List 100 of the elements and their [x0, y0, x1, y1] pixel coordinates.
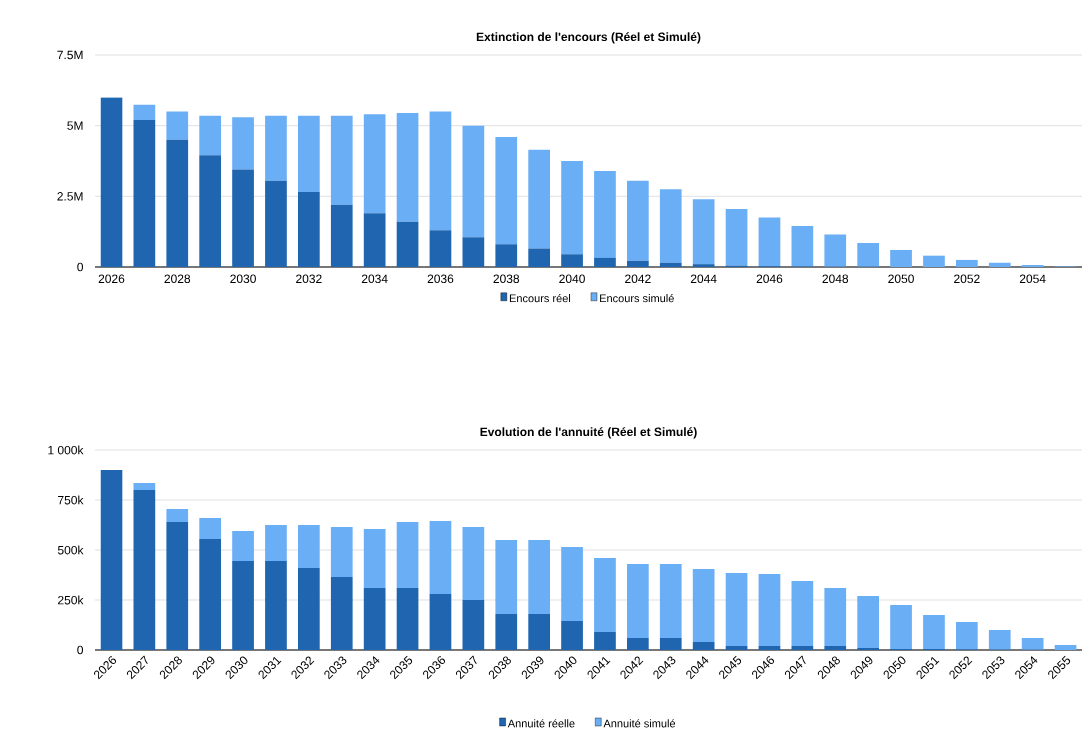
bar [627, 180, 649, 261]
bar [988, 262, 1011, 267]
bar [627, 563, 649, 638]
y-tick-label: 2.5M [57, 192, 83, 201]
bar [133, 104, 156, 121]
bar [495, 244, 518, 267]
bar [758, 217, 781, 267]
bar [100, 97, 123, 267]
x-tick-label: 2034 [361, 274, 388, 284]
bar [659, 637, 682, 650]
bar [429, 230, 452, 267]
bar [561, 254, 583, 267]
bar [199, 155, 222, 267]
bar [659, 563, 682, 638]
bar [495, 539, 518, 614]
y-tick-label: 0 [77, 262, 84, 272]
bar [561, 620, 583, 650]
x-tick-label: 2032 [296, 274, 322, 284]
bar [298, 115, 320, 193]
y-tick-label: 250k [58, 595, 84, 605]
bar [594, 257, 616, 267]
bar [791, 580, 814, 646]
bar [232, 117, 254, 170]
y-tick-label: 750k [58, 495, 84, 505]
bar [265, 560, 287, 650]
chart-title: Evolution de l'annuité (Réel et Simulé) [480, 427, 697, 439]
bar [955, 259, 978, 267]
bar [232, 560, 254, 650]
bar [824, 234, 847, 267]
bar [725, 209, 748, 266]
x-tick-label: 2046 [756, 274, 783, 284]
x-tick-label: 2040 [559, 274, 585, 284]
bar [199, 538, 222, 650]
bar [166, 508, 189, 522]
bar [429, 593, 452, 650]
bar [166, 111, 189, 140]
bar [298, 524, 320, 568]
bar [758, 645, 781, 650]
x-tick-label: 2038 [493, 274, 520, 284]
bar [330, 526, 353, 577]
bar [265, 180, 287, 267]
bar [265, 115, 287, 181]
bar [199, 115, 222, 156]
bar [166, 521, 189, 650]
bar [528, 539, 551, 614]
bar [462, 125, 485, 238]
bar [462, 599, 485, 650]
y-tick-label: 500k [57, 545, 84, 555]
bar [1021, 637, 1044, 650]
bar [923, 614, 945, 649]
bar [495, 613, 518, 650]
bar [594, 170, 616, 258]
bar [857, 595, 880, 648]
bar [330, 576, 353, 650]
legend-label: Encours réel [509, 293, 571, 303]
bar [824, 645, 847, 650]
y-tick-label: 1 000k [48, 445, 84, 455]
bar [955, 621, 978, 650]
bar [725, 645, 748, 650]
legend-label: Annuité simulé [603, 719, 676, 728]
y-tick-label: 5M [67, 121, 83, 130]
bar [890, 604, 912, 649]
bar [857, 242, 880, 267]
bar [561, 546, 583, 621]
bar [528, 613, 551, 650]
bar [298, 192, 320, 267]
x-tick-label: 2028 [164, 274, 191, 284]
bar [1054, 644, 1077, 650]
legend-label: Encours simulé [600, 293, 674, 303]
y-tick-label: 7.5M [57, 50, 83, 60]
bar [330, 204, 353, 267]
bar [692, 264, 715, 267]
bar [495, 136, 518, 245]
bar [659, 189, 682, 263]
bar [758, 573, 781, 646]
x-tick-label: 2030 [230, 274, 256, 284]
bar [791, 645, 814, 650]
bar [166, 139, 189, 267]
bar [692, 568, 715, 642]
bar [561, 160, 583, 255]
bar [363, 213, 386, 267]
x-tick-label: 2042 [625, 274, 651, 284]
bar [232, 169, 254, 267]
legend-label: Annuité réelle [507, 719, 575, 728]
bar [100, 469, 123, 650]
bar [363, 114, 386, 214]
bar [396, 221, 419, 267]
bar [330, 115, 353, 205]
bar [363, 528, 386, 588]
bar [824, 587, 847, 646]
bar [232, 530, 254, 561]
chart-title: Extinction de l'encours (Réel et Simulé) [476, 32, 701, 44]
bar [528, 248, 551, 267]
bar [923, 255, 945, 267]
bar [692, 641, 715, 650]
bar [627, 260, 649, 267]
bar [363, 587, 386, 650]
x-tick-label: 2044 [690, 274, 717, 284]
bar [199, 517, 222, 539]
bar [396, 587, 419, 650]
